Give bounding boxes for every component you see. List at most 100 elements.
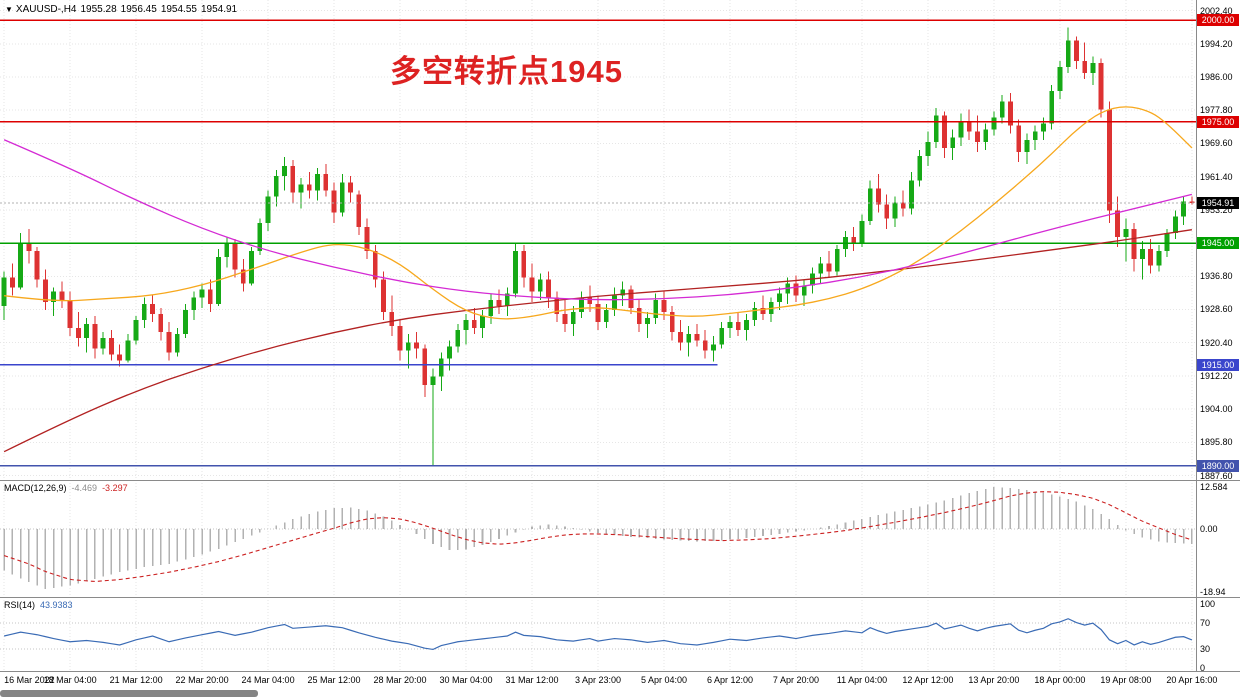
symbol-dropdown-icon[interactable]: ▼ [5,5,13,14]
candle [174,328,180,357]
candle [999,95,1005,124]
close-value: 1954.91 [200,4,238,15]
candle [216,249,221,306]
candle [537,273,543,300]
time-axis-label: 5 Apr 04:00 [640,675,688,685]
candle [331,182,337,223]
candle [711,336,716,362]
pane-separator-rsi-timeaxis[interactable] [0,671,1240,672]
candle [521,245,527,288]
candle [1008,93,1013,134]
candle [612,287,617,316]
candle [339,174,345,217]
levels-layer [0,19,1196,467]
candle [1090,56,1096,86]
candle [1106,101,1112,223]
candle [191,291,197,320]
candle [768,297,774,323]
candle [240,259,246,292]
candle [645,311,650,339]
candle [1032,125,1038,150]
candle [719,322,725,349]
open-value: 1955.28 [80,4,117,15]
candle [579,291,584,318]
candle [84,317,90,353]
macd-name: MACD(12,26,9) [4,483,67,493]
candle [306,172,312,199]
candle [9,263,15,296]
rsi-layer [3,618,1193,651]
candle [100,332,106,355]
time-axis-label: 6 Apr 12:00 [706,675,753,685]
rsi-axis-label: 0 [1200,663,1206,673]
rsi-line [3,618,1193,651]
candle [26,228,32,264]
candle [455,324,461,353]
candle [1189,196,1195,205]
candle [397,320,403,361]
time-axis-label: 16 Mar 2022 [4,675,55,685]
candle [603,303,609,329]
time-axis-label: 18 Apr 00:00 [1034,675,1086,685]
price-tag-1975.00: 1975.00 [1197,115,1239,128]
candle [1115,196,1121,248]
price-axis-label: 1912.20 [1200,370,1233,381]
price-axis-label: 1920.40 [1200,337,1233,348]
price-axis-label: 1961.40 [1200,171,1233,182]
time-axis-label: 22 Mar 20:00 [175,675,229,685]
pane-separator-main-macd[interactable] [0,480,1240,481]
candle [513,243,518,298]
chart-ohlc-title: ▼ XAUUSD-,H4 1955.28 1956.45 1954.55 1954.91 [5,4,241,15]
candle [430,368,436,466]
price-axis-label: 1904.00 [1200,404,1233,415]
macd-layer [3,487,1193,589]
candle [686,326,692,357]
candle [75,311,81,347]
candle [727,315,733,339]
time-axis-label: 20 Apr 16:00 [1166,675,1218,685]
candle [735,311,741,337]
candle [463,313,469,345]
time-axis-label: 12 Apr 12:00 [902,675,954,685]
candle [1082,42,1088,79]
price-axis-label: 1994.20 [1200,38,1233,49]
candle [290,160,296,203]
candle [752,301,758,327]
candle [892,196,898,227]
candle [265,190,271,231]
candle [1156,245,1162,272]
horizontal-scrollbar[interactable] [0,690,258,697]
candle [422,344,428,397]
price-axis-label: 1969.60 [1200,138,1233,149]
time-axis[interactable]: 16 Mar 2022 18 Mar 04:00 21 Mar 12:00 22 Ma… [0,675,1240,689]
candle [298,178,304,209]
candle [1181,196,1187,225]
candle [364,218,370,260]
candle [1074,36,1079,69]
candle [760,295,766,320]
price-axis-label: 1953.20 [1200,204,1233,215]
pane-separator-macd-rsi[interactable] [0,597,1240,598]
candle [232,238,238,278]
price-tag-1945.00: 1945.00 [1197,237,1239,250]
ma-orange-line [4,106,1193,320]
candle [1049,85,1055,130]
candle [34,247,40,288]
price-axis-label: 1977.80 [1200,105,1233,116]
candle [67,291,73,337]
candle [966,109,972,140]
candle [257,218,263,256]
price-axis-label: 1887.60 [1200,470,1233,481]
candle [595,295,601,331]
candle [273,170,279,207]
candle [480,309,485,339]
candle [900,190,906,217]
candle [983,123,989,150]
time-axis-label: 24 Mar 04:00 [241,675,295,685]
candle [381,271,386,320]
candle [356,190,362,235]
candle [678,320,683,351]
candle [125,334,131,363]
high-value: 1956.45 [120,4,157,15]
